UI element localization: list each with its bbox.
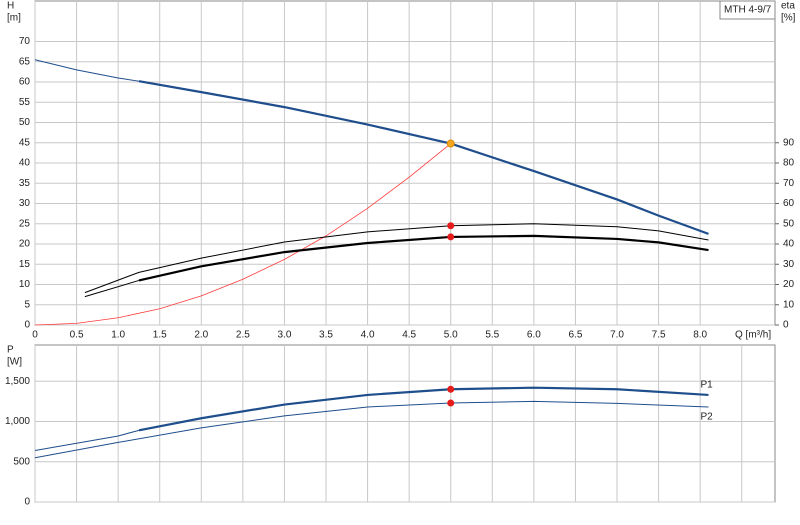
operating-point <box>447 385 455 393</box>
x-tick-label: 1.5 <box>153 330 167 341</box>
x-tick-label: 1.0 <box>111 330 125 341</box>
y-tick-label: 1,000 <box>5 416 30 427</box>
y2-tick-label: 40 <box>783 239 795 250</box>
curve <box>34 429 140 451</box>
series-label: P2 <box>700 412 713 423</box>
y-tick-label: 10 <box>19 279 31 290</box>
curve <box>34 143 451 326</box>
series-label: P1 <box>700 380 713 391</box>
y-tick-label: 45 <box>19 137 31 148</box>
curve <box>138 386 709 432</box>
y2-axis-label: eta <box>781 1 795 12</box>
y2-tick-label: 80 <box>783 158 795 169</box>
y-tick-label: 15 <box>19 259 31 270</box>
x-tick-label: 5.5 <box>485 330 499 341</box>
y2-tick-label: 30 <box>783 259 795 270</box>
y-tick-label: 25 <box>19 218 31 229</box>
x-tick-label: 7.0 <box>610 330 624 341</box>
operating-point <box>447 222 455 230</box>
y-tick-label: 0 <box>24 320 30 331</box>
x-tick-label: 4.5 <box>402 330 416 341</box>
y-tick-label: 5 <box>24 299 30 310</box>
x-tick-label: 3.0 <box>277 330 291 341</box>
curve <box>34 59 140 82</box>
y-tick-label: 30 <box>19 198 31 209</box>
curve <box>84 279 140 298</box>
operating-point <box>447 399 455 407</box>
label-box-text: MTH 4-9/7 <box>724 5 772 16</box>
x-tick-label: 8.0 <box>693 330 707 341</box>
curve <box>138 234 709 282</box>
y-tick-label: 20 <box>19 239 31 250</box>
y-tick-label: 1,500 <box>5 376 30 387</box>
x-tick-label: 6.5 <box>568 330 582 341</box>
y2-axis-label: [%] <box>781 13 796 24</box>
y2-tick-label: 20 <box>783 279 795 290</box>
y-tick-label: 70 <box>19 36 31 47</box>
x-axis-label: Q [m³/h] <box>735 330 771 341</box>
y-axis-label: P <box>7 345 14 356</box>
y-tick-label: 35 <box>19 178 31 189</box>
y-tick-label: 50 <box>19 117 31 128</box>
x-tick-label: 2.0 <box>194 330 208 341</box>
y-tick-label: 500 <box>13 456 30 467</box>
y-tick-label: 0 <box>24 497 30 508</box>
y-tick-label: 65 <box>19 56 31 67</box>
y2-tick-label: 90 <box>783 137 795 148</box>
y-axis-label: H <box>7 1 14 12</box>
operating-point <box>446 139 455 148</box>
y-axis-label: [m] <box>7 13 21 24</box>
y2-tick-label: 60 <box>783 198 795 209</box>
y2-tick-label: 70 <box>783 178 795 189</box>
x-tick-label: 0.5 <box>70 330 84 341</box>
label-box <box>719 0 776 20</box>
y-tick-label: 55 <box>19 97 31 108</box>
x-tick-label: 5.0 <box>444 330 458 341</box>
curve <box>34 400 709 459</box>
operating-point <box>447 233 455 241</box>
plot-frame <box>34 344 776 503</box>
y2-tick-label: 50 <box>783 218 795 229</box>
x-tick-label: 3.5 <box>319 330 333 341</box>
y2-tick-label: 10 <box>783 299 795 310</box>
x-tick-label: 0 <box>32 330 38 341</box>
curve <box>84 223 709 294</box>
y-axis-label: [W] <box>7 357 22 368</box>
y-tick-label: 60 <box>19 77 31 88</box>
x-tick-label: 4.0 <box>361 330 375 341</box>
curve <box>138 80 709 235</box>
x-tick-label: 2.5 <box>236 330 250 341</box>
y2-tick-label: 0 <box>783 320 789 331</box>
y-tick-label: 40 <box>19 158 31 169</box>
x-tick-label: 6.0 <box>527 330 541 341</box>
x-tick-label: 7.5 <box>652 330 666 341</box>
